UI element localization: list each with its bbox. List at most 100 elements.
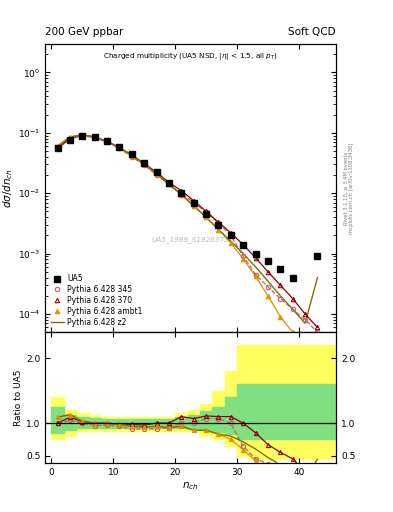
Line: Pythia 6.428 ambt1: Pythia 6.428 ambt1 [55, 133, 295, 334]
Pythia 6.428 z2 [167, 181, 171, 187]
Pythia 6.428 z2 [241, 250, 246, 257]
Pythia 6.428 345 [68, 136, 72, 142]
Pythia 6.428 ambt1 [278, 314, 283, 320]
Pythia 6.428 370 [179, 187, 184, 194]
Pythia 6.428 370 [129, 152, 134, 158]
Pythia 6.428 z2 [303, 321, 307, 327]
Pythia 6.428 345 [303, 317, 307, 323]
Pythia 6.428 z2 [278, 293, 283, 299]
Pythia 6.428 345 [129, 154, 134, 160]
Pythia 6.428 370 [228, 230, 233, 236]
Pythia 6.428 ambt1 [253, 273, 258, 280]
Pythia 6.428 370 [303, 311, 307, 317]
Pythia 6.428 370 [105, 138, 109, 144]
Pythia 6.428 345 [80, 133, 84, 139]
Line: Pythia 6.428 345: Pythia 6.428 345 [55, 133, 320, 334]
Pythia 6.428 345 [167, 181, 171, 187]
UA5 [129, 151, 134, 157]
Pythia 6.428 345 [179, 190, 184, 196]
UA5 [290, 274, 295, 281]
Pythia 6.428 z2 [253, 264, 258, 270]
Pythia 6.428 z2 [129, 153, 134, 159]
Text: 200 GeV ppbar: 200 GeV ppbar [45, 27, 123, 37]
Pythia 6.428 370 [204, 208, 208, 215]
Pythia 6.428 ambt1 [154, 170, 159, 177]
Line: UA5: UA5 [55, 133, 320, 281]
Pythia 6.428 z2 [204, 214, 208, 220]
Pythia 6.428 345 [191, 200, 196, 206]
Pythia 6.428 370 [68, 135, 72, 141]
UA5 [204, 211, 208, 217]
UA5 [167, 179, 171, 185]
Pythia 6.428 z2 [142, 161, 147, 167]
Pythia 6.428 z2 [179, 191, 184, 198]
Pythia 6.428 ambt1 [80, 132, 84, 138]
Pythia 6.428 z2 [92, 134, 97, 140]
Line: Pythia 6.428 370: Pythia 6.428 370 [55, 133, 320, 330]
Pythia 6.428 ambt1 [68, 134, 72, 140]
Pythia 6.428 345 [253, 271, 258, 278]
Pythia 6.428 z2 [68, 134, 72, 140]
Pythia 6.428 370 [290, 295, 295, 302]
Pythia 6.428 z2 [154, 170, 159, 177]
Text: Charged multiplicity (UA5 NSD, $|\eta|$ < 1.5, all $p_T$): Charged multiplicity (UA5 NSD, $|\eta|$ … [103, 51, 278, 62]
Pythia 6.428 370 [117, 144, 122, 151]
Pythia 6.428 370 [315, 324, 320, 330]
UA5 [191, 200, 196, 206]
Pythia 6.428 370 [80, 132, 84, 138]
Pythia 6.428 345 [278, 295, 283, 302]
UA5 [228, 232, 233, 239]
Pythia 6.428 z2 [315, 274, 320, 281]
Pythia 6.428 370 [55, 145, 60, 152]
UA5 [278, 266, 283, 272]
Pythia 6.428 z2 [228, 238, 233, 244]
Pythia 6.428 z2 [290, 306, 295, 312]
Pythia 6.428 z2 [55, 143, 60, 149]
Pythia 6.428 370 [253, 255, 258, 261]
Pythia 6.428 ambt1 [204, 214, 208, 220]
Pythia 6.428 z2 [80, 132, 84, 138]
Pythia 6.428 370 [278, 282, 283, 288]
UA5 [253, 250, 258, 257]
UA5 [55, 145, 60, 152]
Pythia 6.428 ambt1 [55, 143, 60, 149]
Pythia 6.428 ambt1 [117, 144, 122, 151]
Text: Soft QCD: Soft QCD [288, 27, 336, 37]
Pythia 6.428 ambt1 [228, 240, 233, 246]
Pythia 6.428 345 [290, 306, 295, 312]
Pythia 6.428 ambt1 [142, 161, 147, 167]
UA5 [105, 138, 109, 144]
Text: UA5_1989_S1926373: UA5_1989_S1926373 [152, 237, 230, 243]
Pythia 6.428 345 [228, 232, 233, 239]
Pythia 6.428 370 [216, 219, 221, 225]
UA5 [80, 133, 84, 139]
Pythia 6.428 ambt1 [92, 134, 97, 140]
Y-axis label: $d\sigma/dn_{ch}$: $d\sigma/dn_{ch}$ [1, 168, 15, 208]
Y-axis label: Ratio to UA5: Ratio to UA5 [14, 370, 23, 426]
Pythia 6.428 ambt1 [179, 191, 184, 198]
Pythia 6.428 z2 [117, 144, 122, 151]
UA5 [117, 144, 122, 150]
UA5 [315, 253, 320, 260]
Pythia 6.428 370 [92, 134, 97, 140]
UA5 [92, 134, 97, 140]
Pythia 6.428 z2 [191, 203, 196, 209]
Pythia 6.428 ambt1 [241, 255, 246, 262]
Pythia 6.428 z2 [266, 278, 270, 284]
Pythia 6.428 ambt1 [266, 293, 270, 299]
Pythia 6.428 345 [117, 145, 122, 152]
UA5 [241, 242, 246, 248]
X-axis label: $n_{ch}$: $n_{ch}$ [182, 480, 199, 492]
Pythia 6.428 370 [191, 198, 196, 204]
Pythia 6.428 370 [167, 179, 171, 185]
UA5 [179, 190, 184, 196]
Pythia 6.428 345 [216, 220, 221, 226]
Line: Pythia 6.428 z2: Pythia 6.428 z2 [57, 135, 318, 324]
Pythia 6.428 ambt1 [290, 329, 295, 335]
UA5 [142, 160, 147, 166]
Pythia 6.428 345 [266, 284, 270, 290]
Pythia 6.428 345 [142, 162, 147, 168]
Pythia 6.428 345 [105, 139, 109, 145]
Pythia 6.428 345 [204, 209, 208, 216]
Pythia 6.428 370 [142, 160, 147, 166]
